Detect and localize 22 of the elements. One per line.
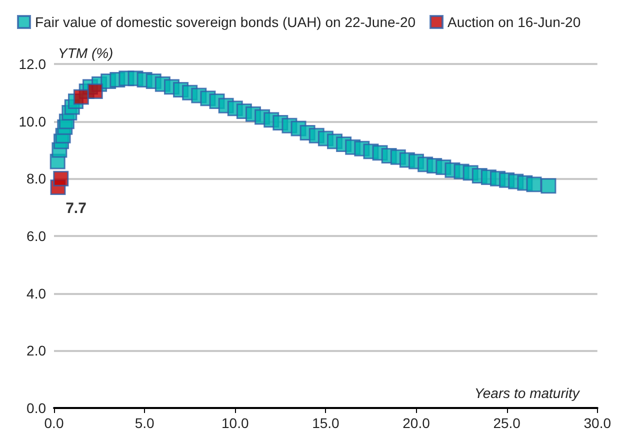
y-tick-label: 6.0	[26, 228, 46, 244]
y-tick-label: 0.0	[26, 400, 46, 416]
y-tick-label: 4.0	[26, 285, 46, 302]
x-tick-label: 10.0	[222, 415, 249, 431]
legend-label: Auction on 16-Jun-20	[448, 14, 581, 30]
point	[53, 170, 69, 186]
legend-label: Fair value of domestic sovereign bonds (UAH) on 22-June-20	[35, 14, 416, 30]
x-tick-label: 30.0	[584, 415, 612, 431]
x-tick-label: 20.0	[402, 415, 430, 431]
x-tick-label: 25.0	[493, 415, 521, 431]
y-axis-title: YTM (%)	[58, 45, 114, 61]
y-tick-label: 8.0	[26, 170, 46, 187]
x-axis-title: Years to maturity	[474, 385, 580, 401]
y-tick-label: 12.0	[18, 56, 46, 72]
x-tick-label: 0.0	[44, 415, 64, 431]
y-tick-label: 2.0	[26, 342, 46, 359]
data-label: 7.7	[66, 200, 86, 218]
x-tick-label: 15.0	[312, 415, 340, 431]
y-tick-label: 10.0	[18, 113, 46, 130]
x-tick-label: 5.0	[134, 415, 155, 431]
point	[87, 83, 103, 99]
point	[73, 89, 89, 105]
